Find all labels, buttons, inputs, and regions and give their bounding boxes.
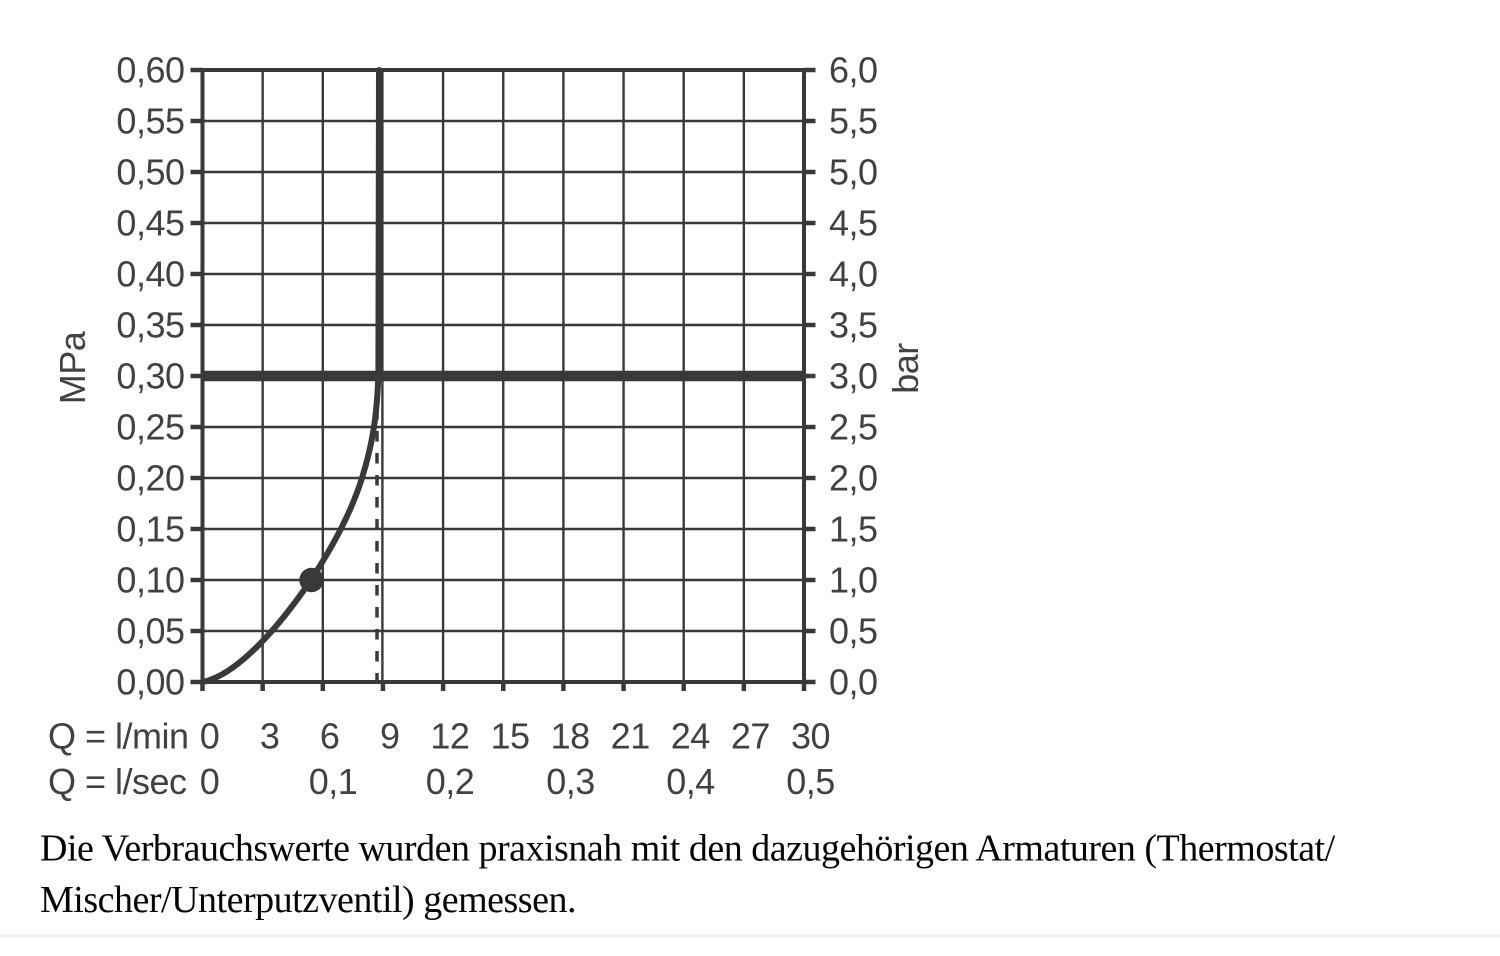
svg-text:bar: bar (885, 343, 926, 394)
svg-text:0,10: 0,10 (116, 559, 184, 600)
svg-text:0,15: 0,15 (116, 508, 184, 549)
svg-text:30: 30 (791, 716, 830, 757)
svg-text:4,5: 4,5 (829, 202, 878, 243)
svg-text:9: 9 (380, 716, 400, 757)
svg-text:5,0: 5,0 (829, 151, 878, 192)
svg-text:0,60: 0,60 (116, 49, 184, 90)
svg-text:0,5: 0,5 (786, 761, 835, 802)
svg-text:0,1: 0,1 (309, 761, 358, 802)
svg-text:4,0: 4,0 (829, 253, 878, 294)
svg-text:6: 6 (320, 716, 340, 757)
svg-text:24: 24 (671, 716, 710, 757)
svg-text:0,40: 0,40 (116, 253, 184, 294)
svg-text:MPa: MPa (52, 330, 93, 404)
svg-text:1,0: 1,0 (829, 559, 878, 600)
svg-text:0,4: 0,4 (666, 761, 715, 802)
svg-text:0,20: 0,20 (116, 457, 184, 498)
svg-text:0,45: 0,45 (116, 202, 184, 243)
svg-text:5,5: 5,5 (829, 100, 878, 141)
svg-text:0,00: 0,00 (116, 661, 184, 702)
svg-text:Q = l/sec: Q = l/sec (48, 761, 187, 802)
svg-text:3,5: 3,5 (829, 304, 878, 345)
svg-text:15: 15 (490, 716, 529, 757)
svg-text:0,25: 0,25 (116, 406, 184, 447)
svg-text:0,35: 0,35 (116, 304, 184, 345)
svg-text:12: 12 (430, 716, 469, 757)
svg-text:0,3: 0,3 (546, 761, 595, 802)
svg-text:3: 3 (260, 716, 280, 757)
svg-text:0,5: 0,5 (829, 610, 878, 651)
svg-text:0,50: 0,50 (116, 151, 184, 192)
svg-text:2,5: 2,5 (829, 406, 878, 447)
svg-text:18: 18 (551, 716, 590, 757)
svg-text:1,5: 1,5 (829, 508, 878, 549)
svg-text:27: 27 (731, 716, 770, 757)
svg-text:Q = l/min: Q = l/min (48, 716, 189, 757)
svg-text:0: 0 (200, 716, 220, 757)
svg-text:2,0: 2,0 (829, 457, 878, 498)
svg-text:Mischer/Unterputzventil) gemes: Mischer/Unterputzventil) gemessen. (40, 879, 576, 921)
svg-text:0,30: 0,30 (116, 355, 184, 396)
svg-text:0,55: 0,55 (116, 100, 184, 141)
svg-text:6,0: 6,0 (829, 49, 878, 90)
svg-text:Die Verbrauchswerte wurden pra: Die Verbrauchswerte wurden praxisnah mit… (40, 828, 1336, 870)
svg-text:0,2: 0,2 (426, 761, 475, 802)
svg-text:0,0: 0,0 (829, 661, 878, 702)
svg-text:0: 0 (200, 761, 220, 802)
svg-text:3,0: 3,0 (829, 355, 878, 396)
svg-text:0,05: 0,05 (116, 610, 184, 651)
svg-text:21: 21 (611, 716, 650, 757)
